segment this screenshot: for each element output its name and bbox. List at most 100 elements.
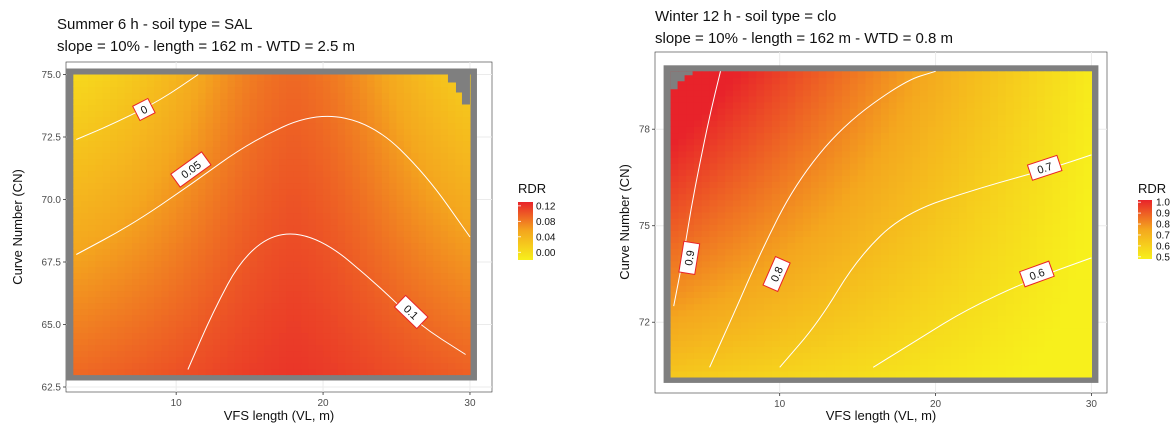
heatmap-cell [95,92,104,100]
heatmap-cell [132,350,141,358]
heatmap-cell [234,170,243,178]
heatmap-cell [227,104,236,112]
legend-ticks: 0.120.080.040.00 [518,201,556,259]
heatmap-cell [330,266,339,274]
heatmap-cell [732,248,742,256]
heatmap-cell [447,92,456,100]
heatmap-cell [447,338,456,346]
heatmap-cell [418,176,427,184]
heatmap-cell [958,126,968,134]
heatmap-cell [1013,273,1022,280]
heatmap-cell [352,152,361,160]
heatmap-cell [795,370,804,378]
heatmap-cell [670,279,679,286]
heatmap-cell [670,162,679,170]
heatmap-cell [176,194,185,202]
heatmap-cell [701,138,711,146]
heatmap-cell [212,326,221,334]
heatmap-cell [826,321,835,329]
heatmap-cell [935,169,944,176]
heatmap-cell [154,128,163,136]
heatmap-cell [990,260,999,268]
heatmap-cell [912,211,921,219]
heatmap-cell [678,89,687,97]
heatmap-cell [337,344,346,352]
heatmap-cell [220,182,229,190]
heatmap-cell [95,284,104,292]
heatmap-cell [787,242,796,250]
heatmap-cell [826,89,835,97]
heatmap-cell [411,362,420,370]
heatmap-cell [411,332,420,340]
heatmap-cell [374,254,383,262]
heatmap-cell [154,326,163,334]
heatmap-cell [826,205,835,213]
heatmap-cell [756,230,765,237]
heatmap-cell [462,338,471,346]
heatmap-cell [670,120,679,127]
heatmap-cell [725,77,734,85]
heatmap-cell [146,200,155,208]
heatmap-cell [771,321,781,329]
heatmap-cell [888,126,898,134]
heatmap-cell [974,328,983,335]
heatmap-cell [990,346,999,354]
heatmap-cell [764,150,773,158]
heatmap-cell [154,344,163,352]
heatmap-cell [764,169,773,176]
heatmap-cell [919,260,929,268]
heatmap-cell [764,285,773,292]
heatmap-cell [958,138,968,146]
heatmap-cell [966,352,976,360]
heatmap-cell [771,340,781,347]
heatmap-cell [212,320,221,328]
heatmap-cell [912,120,921,127]
heatmap-cell [974,193,983,201]
heatmap-cell [88,248,96,256]
heatmap-cell [161,314,170,322]
heatmap-cell [286,110,295,118]
heatmap-cell [803,285,812,292]
heatmap-cell [198,344,207,352]
heatmap-cell [740,120,750,127]
heatmap-cell [279,146,287,154]
heatmap-cell [176,272,185,280]
heatmap-cell [205,254,214,262]
heatmap-cell [301,230,309,238]
heatmap-cell [826,242,835,250]
heatmap-cell [740,279,750,286]
contour-line [76,115,471,255]
heatmap-cell [462,236,471,244]
heatmap-cell [756,101,765,109]
heatmap-cell [433,218,442,226]
heatmap-cell [732,95,742,103]
heatmap-cell [161,194,170,202]
heatmap-cell [873,162,882,170]
heatmap-cell [88,284,96,292]
heatmap-cell [286,200,295,208]
heatmap-cell [220,278,229,286]
heatmap-cell [678,162,687,170]
heatmap-cell [249,224,258,232]
heatmap-cell [190,326,199,334]
heatmap-cell [337,74,346,82]
heatmap-cell [935,266,944,274]
heatmap-cell [693,364,703,372]
heatmap-cell [139,260,148,268]
heatmap-cell [242,134,251,142]
heatmap-cell [205,92,214,100]
heatmap-cell [935,321,944,329]
heatmap-cell [756,340,765,347]
heatmap-cell [301,206,309,214]
heatmap-cell [154,116,163,124]
heatmap-cell [124,200,133,208]
heatmap-cell [748,187,757,195]
heatmap-cell [717,279,726,286]
heatmap-cell [279,134,287,142]
heatmap-cell [935,236,944,244]
heatmap-cell [95,158,104,166]
heatmap-cell [990,77,999,85]
heatmap-cell [997,248,1007,256]
heatmap-cell [308,164,317,172]
heatmap-cell [462,134,471,142]
